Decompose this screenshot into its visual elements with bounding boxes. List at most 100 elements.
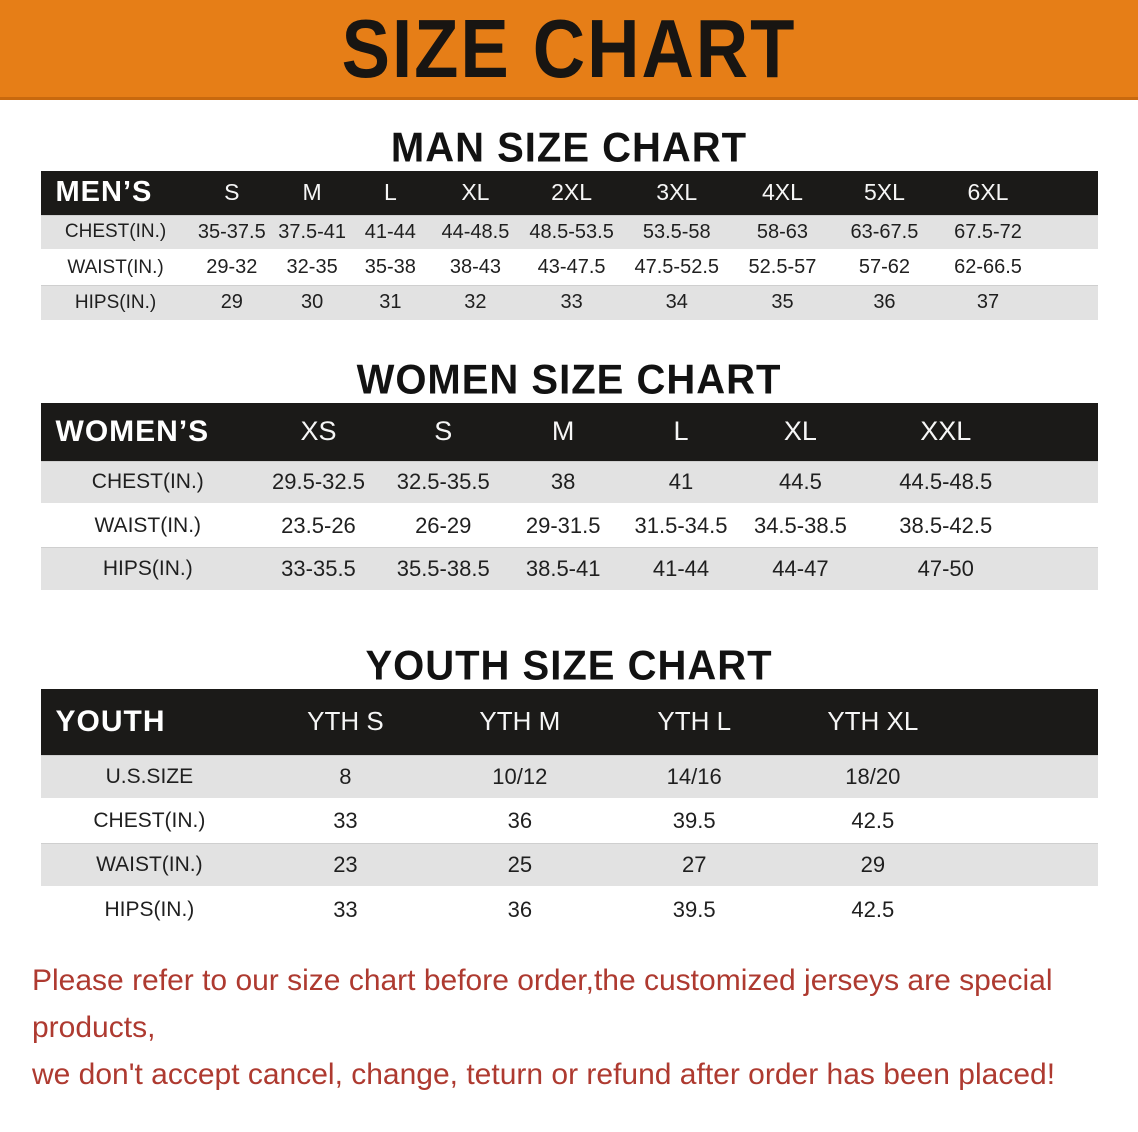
size-cell: 44-48.5 bbox=[429, 214, 522, 250]
size-cell: 32-35 bbox=[273, 249, 352, 285]
size-column-header: XL bbox=[429, 171, 522, 215]
table-row: WAIST(IN.) 23.5-26 26-29 29-31.5 31.5-34.5 34… bbox=[40, 503, 1098, 547]
row-label: HIPS(IN.) bbox=[40, 886, 259, 931]
women-table-body: CHEST(IN.) 29.5-32.5 32.5-35.5 38 41 44.5 44.5… bbox=[40, 460, 1098, 590]
size-column-header: M bbox=[504, 403, 622, 461]
size-cell: 36 bbox=[833, 284, 936, 320]
size-column-header: YTH XL bbox=[781, 689, 965, 755]
row-label: WAIST(IN.) bbox=[40, 249, 191, 285]
size-cell: 53.5-58 bbox=[621, 214, 732, 250]
size-cell: 42.5 bbox=[781, 886, 965, 931]
size-column-header: 6XL bbox=[935, 171, 1041, 215]
row-spacer bbox=[964, 798, 1098, 843]
size-column-header: 5XL bbox=[833, 171, 936, 215]
size-cell: 41 bbox=[621, 460, 741, 504]
header-row: YOUTH YTH S YTH M YTH L YTH XL bbox=[40, 689, 1098, 755]
corner-label: YOUTH bbox=[40, 689, 259, 755]
size-cell: 37.5-41 bbox=[273, 214, 352, 250]
row-spacer bbox=[1030, 546, 1098, 590]
size-cell: 47.5-52.5 bbox=[621, 249, 732, 285]
size-cell: 62-66.5 bbox=[935, 249, 1041, 285]
size-cell: 36 bbox=[432, 798, 608, 843]
size-cell: 33-35.5 bbox=[255, 546, 382, 590]
size-cell: 42.5 bbox=[781, 798, 965, 843]
corner-label: WOMEN’S bbox=[40, 403, 256, 461]
size-chart-banner: SIZE CHART bbox=[0, 0, 1138, 100]
men-table-body: CHEST(IN.) 35-37.5 37.5-41 41-44 44-48.5 48.5… bbox=[40, 214, 1098, 320]
size-cell: 67.5-72 bbox=[935, 214, 1041, 250]
size-cell: 44.5 bbox=[740, 460, 861, 504]
header-spacer bbox=[964, 689, 1098, 755]
size-cell: 35-37.5 bbox=[190, 214, 274, 250]
size-column-header: XL bbox=[740, 403, 861, 461]
size-column-header: YTH M bbox=[432, 689, 608, 755]
size-column-header: S bbox=[190, 171, 274, 215]
row-spacer bbox=[964, 754, 1098, 799]
table-row: CHEST(IN.) 33 36 39.5 42.5 bbox=[40, 798, 1098, 843]
size-cell: 26-29 bbox=[381, 503, 505, 547]
size-cell: 48.5-53.5 bbox=[521, 214, 622, 250]
youth-table-header: YOUTH YTH S YTH M YTH L YTH XL bbox=[40, 689, 1098, 755]
size-cell: 10/12 bbox=[432, 754, 608, 799]
size-cell: 36 bbox=[432, 886, 608, 931]
size-column-header: YTH L bbox=[607, 689, 782, 755]
size-cell: 29-32 bbox=[190, 249, 274, 285]
row-spacer bbox=[964, 886, 1098, 931]
size-cell: 34 bbox=[621, 284, 732, 320]
table-row: HIPS(IN.) 33 36 39.5 42.5 bbox=[40, 886, 1098, 931]
men-table-header: MEN’S S M L XL 2XL 3XL 4XL 5XL 6XL bbox=[40, 171, 1098, 215]
table-row: WAIST(IN.) 23 25 27 29 bbox=[40, 842, 1098, 887]
row-spacer bbox=[964, 842, 1098, 887]
size-cell: 41-44 bbox=[351, 214, 430, 250]
size-cell: 57-62 bbox=[833, 249, 936, 285]
banner-title: SIZE CHART bbox=[341, 2, 797, 95]
size-cell: 33 bbox=[258, 798, 433, 843]
size-cell: 38.5-42.5 bbox=[860, 503, 1031, 547]
row-label: CHEST(IN.) bbox=[40, 798, 259, 843]
size-column-header: YTH S bbox=[258, 689, 433, 755]
size-column-header: L bbox=[351, 171, 430, 215]
men-size-table: MEN’S S M L XL 2XL 3XL 4XL 5XL 6XL CHEST(IN.) 35-3… bbox=[40, 171, 1098, 320]
women-table-header: WOMEN’S XS S M L XL XXL bbox=[40, 403, 1098, 461]
header-row: WOMEN’S XS S M L XL XXL bbox=[40, 403, 1098, 461]
size-column-header: 2XL bbox=[521, 171, 622, 215]
table-row: CHEST(IN.) 29.5-32.5 32.5-35.5 38 41 44.5 44.5… bbox=[40, 460, 1098, 504]
men-section-heading: MAN SIZE CHART bbox=[390, 124, 748, 172]
size-column-header: XXL bbox=[860, 403, 1031, 461]
table-row: CHEST(IN.) 35-37.5 37.5-41 41-44 44-48.5 48.5… bbox=[40, 214, 1098, 250]
table-row: HIPS(IN.) 33-35.5 35.5-38.5 38.5-41 41-44 44-… bbox=[40, 546, 1098, 590]
size-cell: 35.5-38.5 bbox=[381, 546, 505, 590]
size-cell: 41-44 bbox=[621, 546, 741, 590]
size-cell: 37 bbox=[935, 284, 1041, 320]
size-cell: 32 bbox=[429, 284, 522, 320]
size-cell: 14/16 bbox=[607, 754, 782, 799]
size-column-header: S bbox=[381, 403, 505, 461]
size-cell: 27 bbox=[607, 842, 782, 887]
size-cell: 34.5-38.5 bbox=[740, 503, 861, 547]
size-cell: 23 bbox=[258, 842, 433, 887]
size-column-header: XS bbox=[255, 403, 382, 461]
size-cell: 44-47 bbox=[740, 546, 861, 590]
row-label: CHEST(IN.) bbox=[40, 214, 191, 250]
size-cell: 35 bbox=[731, 284, 834, 320]
disclaimer-note: Please refer to our size chart before or… bbox=[32, 957, 1106, 1098]
row-spacer bbox=[1040, 214, 1098, 250]
table-row: WAIST(IN.) 29-32 32-35 35-38 38-43 43-47.5 47.… bbox=[40, 249, 1098, 285]
size-cell: 18/20 bbox=[781, 754, 965, 799]
size-column-header: L bbox=[621, 403, 741, 461]
row-label: CHEST(IN.) bbox=[40, 460, 256, 504]
row-spacer bbox=[1040, 284, 1098, 320]
size-cell: 38 bbox=[504, 460, 622, 504]
size-cell: 29 bbox=[781, 842, 965, 887]
row-label: WAIST(IN.) bbox=[40, 503, 256, 547]
size-cell: 8 bbox=[258, 754, 433, 799]
size-cell: 30 bbox=[273, 284, 352, 320]
size-cell: 29.5-32.5 bbox=[255, 460, 382, 504]
size-cell: 25 bbox=[432, 842, 608, 887]
youth-table-body: U.S.SIZE 8 10/12 14/16 18/20 CHEST(IN.) 33 36 39… bbox=[40, 754, 1098, 931]
women-section-heading: WOMEN SIZE CHART bbox=[356, 356, 782, 404]
size-cell: 29 bbox=[190, 284, 274, 320]
header-spacer bbox=[1030, 403, 1098, 461]
disclaimer-line-1: Please refer to our size chart before or… bbox=[32, 964, 1053, 1044]
row-spacer bbox=[1030, 460, 1098, 504]
